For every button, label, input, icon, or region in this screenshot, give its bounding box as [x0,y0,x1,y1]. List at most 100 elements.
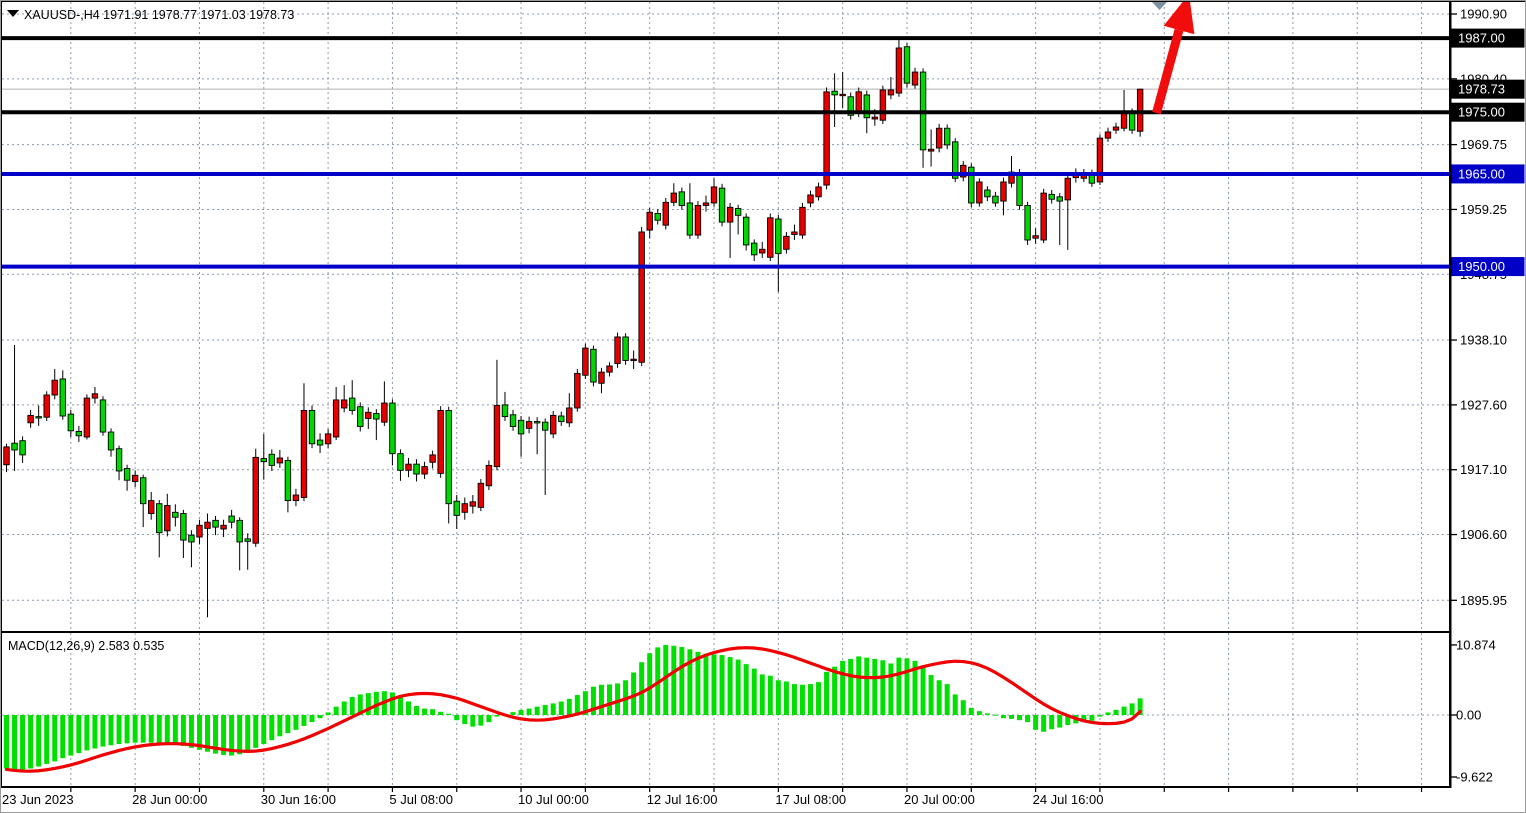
candle-bearish [622,336,629,361]
price-tick-label[interactable]: 1959.25 [1460,202,1507,217]
price-badges: 1987.00 1978.73 1975.00 1965.00 1950.00 [1451,28,1525,277]
time-axis-label[interactable]: 28 Jun 00:00 [132,792,207,807]
candle-bearish [75,430,83,437]
macd-histogram-bar [28,715,34,769]
macd-histogram-bar [116,715,122,744]
macd-histogram-bar [317,715,323,719]
macd-histogram-bar [1113,709,1119,716]
macd-histogram-bar [341,701,347,716]
candle-bullish [767,217,774,258]
macd-histogram-bar [1081,715,1087,723]
candle-bearish [19,440,26,456]
candle-bullish [614,336,621,364]
macd-histogram-bar [132,715,138,743]
macd-histogram-bar [960,700,966,716]
time-axis-label[interactable]: 10 Jul 00:00 [518,792,589,807]
candle-bullish [493,405,501,468]
candle-bullish [477,482,485,508]
candle-bullish [51,379,58,396]
horizontal-level-lines[interactable] [0,36,1449,269]
macd-histogram-bar [1000,715,1006,719]
macd-histogram-bar [735,659,741,716]
axis-labels[interactable]: 1990.901980.401969.751959.251948.751938.… [2,7,1507,807]
macd-tick-label[interactable]: 0.00 [1456,708,1481,723]
macd-histogram-bar [888,663,894,716]
candle-bullish [421,466,428,475]
candle-bullish [783,235,790,250]
candle-bearish [1016,172,1023,206]
macd-histogram-bar [920,666,926,716]
candlestick-series[interactable] [3,39,1144,618]
time-axis-label[interactable]: 12 Jul 16:00 [647,792,718,807]
time-axis-label[interactable]: 17 Jul 08:00 [775,792,846,807]
candle-bearish [67,413,75,432]
macd-histogram-bar [663,644,669,716]
macd-histogram-bar [76,715,82,754]
price-tick-label[interactable]: 1927.60 [1460,397,1507,412]
time-axis-label[interactable]: 23 Jun 2023 [2,792,74,807]
price-tick-label[interactable]: 1969.75 [1460,137,1507,152]
candle-bullish [164,505,171,532]
candle-bearish [678,191,686,206]
macd-histogram-bar [180,715,186,746]
price-tick-label[interactable]: 1895.95 [1460,593,1507,608]
time-axis-label[interactable]: 30 Jun 16:00 [261,792,336,807]
macd-histogram-bar [462,715,468,725]
candle-bullish [405,463,412,471]
candle-bullish [1096,137,1104,183]
macd-histogram-bar [44,715,50,764]
candle-bullish [670,192,678,203]
candle-bearish [236,519,243,543]
price-badge-1950.00 [1451,257,1525,277]
symbol-triangle-down-icon [7,10,19,17]
macd-histogram-bar [550,703,556,716]
macd-histogram-bar [719,655,725,716]
candle-bullish [574,372,581,409]
macd-histogram-bar [333,706,339,716]
time-axis-label[interactable]: 20 Jul 00:00 [904,792,975,807]
arrow-shaft[interactable] [1152,28,1184,115]
macd-histogram-bar [615,683,621,716]
candle-bullish [1104,131,1112,139]
macd-histogram-bar [229,715,235,756]
candle-bullish [791,231,798,235]
macd-histogram-bar [647,653,653,716]
candle-bullish [1032,235,1039,239]
arrow-head[interactable] [1163,0,1195,35]
candle-bullish [726,206,734,223]
macd-histogram-bar [108,715,114,746]
time-axis-label[interactable]: 24 Jul 16:00 [1033,792,1104,807]
price-badge-1965.00 [1451,164,1525,184]
time-axis-label[interactable]: 5 Jul 08:00 [389,792,453,807]
macd-histogram-bar [711,654,717,716]
candle-bullish [935,127,943,149]
price-tick-label[interactable]: 1906.60 [1460,527,1507,542]
macd-tick-label[interactable]: 10.874 [1456,637,1496,652]
macd-histogram-bar [542,705,548,716]
macd-tick-label[interactable]: -9.622 [1456,769,1493,784]
annotations[interactable] [1152,0,1195,115]
candle-bearish [59,378,66,417]
macd-histogram-bar [454,715,460,721]
macd-histogram-bar [944,684,950,716]
trend-up-arrow[interactable] [1152,0,1195,115]
macd-histogram-bar [598,684,604,716]
candle-bearish [389,402,396,455]
chart-title-ohlc: XAUUSD-,H4 1971.91 1978.77 1971.03 1978.… [24,8,294,22]
price-tick-label[interactable]: 1938.10 [1460,333,1507,348]
macd-histogram-bar [140,715,146,743]
price-tick-label[interactable]: 1990.90 [1460,7,1507,22]
price-tick-label[interactable]: 1917.10 [1460,462,1507,477]
macd-histogram-bar [357,694,363,716]
macd-histogram-bar [1105,712,1111,716]
candle-bearish [316,439,324,446]
macd-histogram-bar [976,711,982,716]
macd-histogram-bar [269,715,275,741]
macd-histogram-bar [840,660,846,716]
candle-bullish [1064,177,1071,201]
price-badge-1975.00 [1451,102,1525,122]
candle-bearish [107,431,115,451]
candle-bullish [381,402,388,423]
